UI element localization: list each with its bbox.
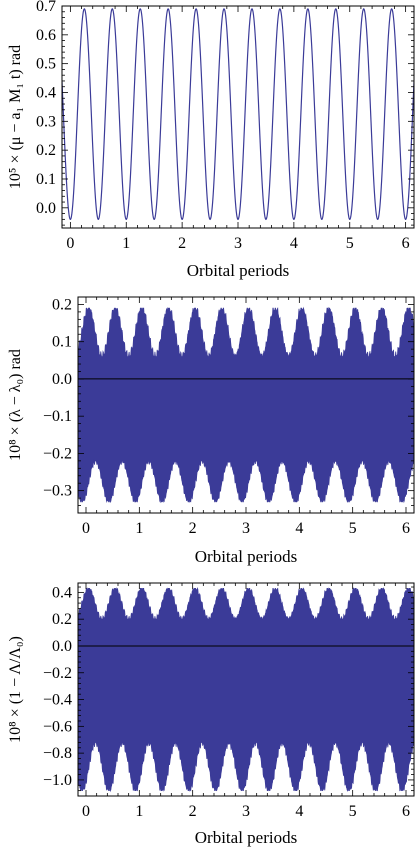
x-tick-label: 1 <box>135 520 143 537</box>
x-tick-label: 0 <box>82 803 90 820</box>
series-band <box>78 306 414 504</box>
x-tick-label: 5 <box>346 235 354 252</box>
x-tick-label: 3 <box>242 520 250 537</box>
x-tick-label: 6 <box>402 803 410 820</box>
y-tick-label: −1.0 <box>43 772 72 789</box>
x-tick-label: 0 <box>82 520 90 537</box>
y-axis-label: 10⁸ × (λ − λ₀) rad <box>7 349 24 461</box>
y-tick-label: 0.0 <box>52 638 72 655</box>
x-tick-label: 1 <box>122 235 130 252</box>
plot-frame <box>61 5 415 229</box>
x-tick-label: 2 <box>189 520 197 537</box>
y-tick-label: −0.1 <box>43 408 72 425</box>
x-axis-label: Orbital periods <box>195 828 297 847</box>
y-tick-label: 0.7 <box>36 0 56 15</box>
y-tick-label: 0.2 <box>52 611 72 628</box>
series-line <box>62 8 414 221</box>
y-tick-label: 0.1 <box>52 334 72 351</box>
y-tick-label: −0.8 <box>43 745 72 762</box>
y-tick-label: 0.1 <box>36 171 56 188</box>
x-tick-label: 1 <box>135 803 143 820</box>
x-tick-label: 2 <box>189 803 197 820</box>
series-group <box>78 586 414 793</box>
y-tick-label: 0.5 <box>36 56 56 73</box>
y-tick-label: −0.2 <box>43 665 72 682</box>
series-band <box>78 586 414 793</box>
x-tick-label: 3 <box>234 235 242 252</box>
x-tick-label: 2 <box>178 235 186 252</box>
y-tick-label: 0.3 <box>36 113 56 130</box>
x-axis-label: Orbital periods <box>187 261 289 280</box>
chart-panel-3: 0 1 2 3 4 5 6 −1.0 −0.8 −0.6 −0.4 −0.2 0.0 0.2 0.4 Orbi… <box>7 582 415 847</box>
y-tick-label: 0.0 <box>36 200 56 217</box>
y-tick-label: 0.2 <box>36 142 56 159</box>
y-tick-label: −0.4 <box>43 692 72 709</box>
x-tick-label: 4 <box>295 520 303 537</box>
series-group <box>62 8 414 221</box>
chart-panel-2: 0 1 2 3 4 5 6 −0.3 −0.2 −0.1 0.0 0.1 0.2 Orbital peri… <box>7 296 415 566</box>
y-tick-label: 0.4 <box>52 584 72 601</box>
y-tick-label: −0.3 <box>43 483 72 500</box>
y-tick-label: 0.2 <box>52 296 72 313</box>
x-tick-label: 4 <box>290 235 298 252</box>
x-tick-label: 6 <box>402 235 410 252</box>
x-tick-label: 0 <box>66 235 74 252</box>
x-tick-label: 6 <box>402 520 410 537</box>
x-tick-label: 3 <box>242 803 250 820</box>
x-axis-label: Orbital periods <box>195 547 297 566</box>
y-tick-label: 0.6 <box>36 27 56 44</box>
x-tick-label: 5 <box>349 803 357 820</box>
y-tick-label: 0.4 <box>36 84 56 101</box>
y-axis-label: 10⁸ × (1 − Λ/Λ₀) <box>7 636 24 743</box>
chart-panel-1: 0 1 2 3 4 5 6 0.0 0.1 0.2 0.3 0.4 0.5 0.6 0.7 Orbital p… <box>7 0 415 280</box>
series-group <box>78 306 414 504</box>
y-tick-label: 0.0 <box>52 371 72 388</box>
y-tick-label: −0.6 <box>43 718 72 735</box>
x-tick-label: 5 <box>349 520 357 537</box>
y-tick-label: −0.2 <box>43 445 72 462</box>
x-tick-label: 4 <box>295 803 303 820</box>
y-axis-label: 10⁵ × (μ − a₁ M₁ t) rad <box>7 45 24 189</box>
